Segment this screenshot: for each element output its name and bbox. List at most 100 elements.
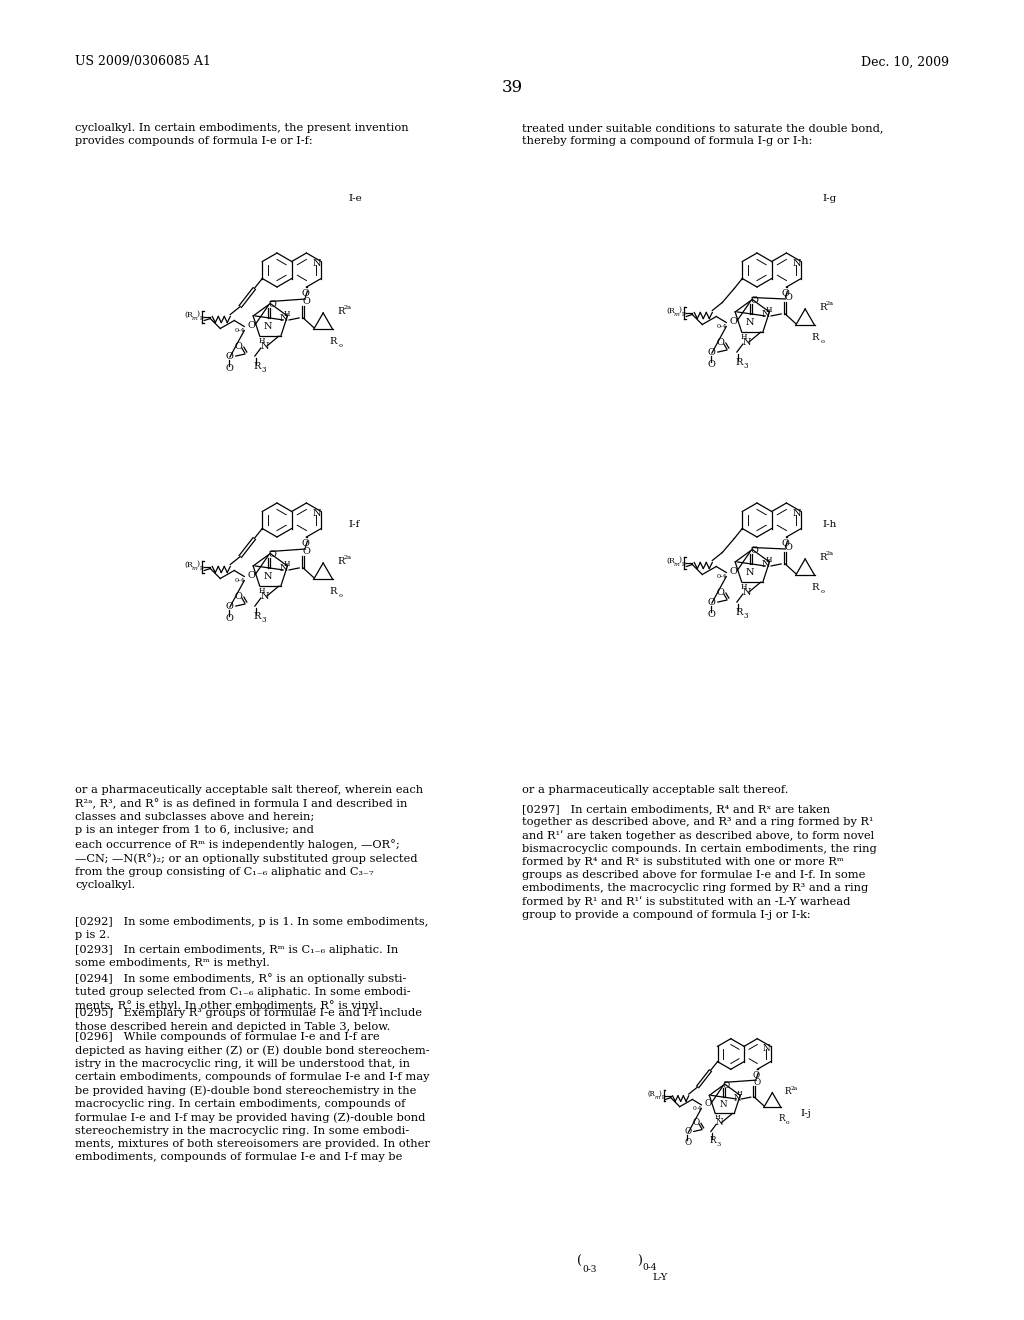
Text: 2a: 2a xyxy=(825,301,834,306)
Text: R: R xyxy=(330,587,337,597)
Text: R: R xyxy=(253,611,260,620)
Text: or a pharmaceutically acceptable salt thereof.: or a pharmaceutically acceptable salt th… xyxy=(522,785,788,796)
Text: m: m xyxy=(654,1094,659,1100)
Text: N: N xyxy=(762,561,770,569)
Text: treated under suitable conditions to saturate the double bond,
thereby forming a: treated under suitable conditions to sat… xyxy=(522,123,884,145)
Text: O: O xyxy=(301,540,309,549)
Text: O: O xyxy=(784,293,793,302)
Text: O: O xyxy=(302,297,310,306)
Text: ): ) xyxy=(679,306,682,314)
Text: O: O xyxy=(729,317,737,326)
Text: 0-4: 0-4 xyxy=(717,323,727,329)
Text: I-g: I-g xyxy=(822,194,837,203)
Text: 3: 3 xyxy=(743,362,749,370)
Text: N: N xyxy=(260,591,269,601)
Text: m: m xyxy=(674,561,680,566)
Text: H: H xyxy=(259,337,265,345)
Text: I-h: I-h xyxy=(822,520,837,529)
Text: o: o xyxy=(785,1119,790,1125)
Text: H: H xyxy=(740,583,748,591)
Text: N: N xyxy=(746,568,755,577)
Text: R: R xyxy=(811,583,819,593)
Text: cycloalkyl. In certain embodiments, the present invention
provides compounds of : cycloalkyl. In certain embodiments, the … xyxy=(75,123,409,145)
Text: N: N xyxy=(280,565,289,573)
Text: N: N xyxy=(742,587,752,597)
Text: Dec. 10, 2009: Dec. 10, 2009 xyxy=(861,55,949,69)
Text: O: O xyxy=(226,363,233,372)
Text: 3: 3 xyxy=(743,612,749,620)
Text: o: o xyxy=(338,594,342,598)
Text: 0-4: 0-4 xyxy=(643,1263,657,1271)
Text: 3: 3 xyxy=(261,366,266,374)
Text: p: p xyxy=(200,565,204,570)
Text: p: p xyxy=(682,561,686,566)
Text: O: O xyxy=(248,572,255,579)
Text: (R: (R xyxy=(184,561,193,569)
Text: ): ) xyxy=(679,556,682,564)
Text: m: m xyxy=(191,565,198,570)
Text: [0292]   In some embodiments, p is 1. In some embodiments,
p is 2.: [0292] In some embodiments, p is 1. In s… xyxy=(75,917,428,940)
Text: [0297]   In certain embodiments, R⁴ and Rˣ are taken
together as described above: [0297] In certain embodiments, R⁴ and Rˣ… xyxy=(522,804,877,920)
Text: O: O xyxy=(708,598,716,607)
Text: N: N xyxy=(312,510,322,517)
Text: N: N xyxy=(260,342,269,351)
Text: o: o xyxy=(338,343,342,348)
Text: O: O xyxy=(729,568,737,576)
Text: R: R xyxy=(811,334,819,342)
Text: or a pharmaceutically acceptable salt thereof, wherein each
R²ᵃ, R³, and R° is a: or a pharmaceutically acceptable salt th… xyxy=(75,785,423,890)
Text: O: O xyxy=(751,297,758,305)
Text: 39: 39 xyxy=(502,79,522,96)
Text: (R: (R xyxy=(647,1090,654,1098)
Text: O: O xyxy=(717,587,725,597)
Text: O: O xyxy=(268,301,276,309)
Text: I-e: I-e xyxy=(348,194,361,203)
Text: H: H xyxy=(284,310,291,318)
Text: O: O xyxy=(226,602,233,611)
Text: N: N xyxy=(762,310,770,319)
Text: ): ) xyxy=(197,560,200,568)
Text: R: R xyxy=(735,358,742,367)
Text: 2a: 2a xyxy=(825,552,834,557)
Text: R: R xyxy=(785,1088,792,1096)
Text: I-j: I-j xyxy=(800,1109,811,1118)
Text: p: p xyxy=(682,312,686,315)
Text: O: O xyxy=(723,1081,730,1090)
Text: I-f: I-f xyxy=(348,520,359,529)
Text: US 2009/0306085 A1: US 2009/0306085 A1 xyxy=(75,55,211,69)
Text: 2a: 2a xyxy=(791,1085,798,1090)
Text: N: N xyxy=(763,1044,771,1052)
Text: p: p xyxy=(662,1094,665,1100)
Text: O: O xyxy=(685,1127,692,1137)
Text: [0293]   In certain embodiments, Rᵐ is C₁₋₆ aliphatic. In
some embodiments, Rᵐ i: [0293] In certain embodiments, Rᵐ is C₁₋… xyxy=(75,945,398,968)
Text: O: O xyxy=(781,540,790,549)
Text: O: O xyxy=(693,1118,700,1127)
Text: ): ) xyxy=(197,310,200,318)
Text: N: N xyxy=(746,318,755,327)
Text: ): ) xyxy=(658,1089,662,1098)
Text: o: o xyxy=(820,339,824,345)
Text: (: ( xyxy=(578,1255,583,1269)
Text: O: O xyxy=(234,342,243,351)
Text: N: N xyxy=(793,510,801,517)
Text: H: H xyxy=(737,1092,742,1096)
Text: (R: (R xyxy=(666,306,675,314)
Text: O: O xyxy=(754,1078,761,1088)
Text: H: H xyxy=(740,333,748,341)
Text: 3: 3 xyxy=(717,1142,721,1147)
Text: 3: 3 xyxy=(261,616,266,624)
Text: O: O xyxy=(705,1100,712,1109)
Text: N: N xyxy=(264,572,272,581)
Text: 2a: 2a xyxy=(343,556,351,561)
Text: R: R xyxy=(337,308,344,317)
Text: N: N xyxy=(733,1093,741,1102)
Text: R: R xyxy=(337,557,344,566)
Text: O: O xyxy=(226,351,233,360)
Text: O: O xyxy=(248,321,255,330)
Text: o: o xyxy=(820,590,824,594)
Text: N: N xyxy=(719,1101,727,1109)
Text: O: O xyxy=(781,289,790,298)
Text: m: m xyxy=(191,315,198,321)
Text: O: O xyxy=(717,338,725,347)
Text: O: O xyxy=(685,1138,692,1147)
Text: O: O xyxy=(301,289,309,298)
